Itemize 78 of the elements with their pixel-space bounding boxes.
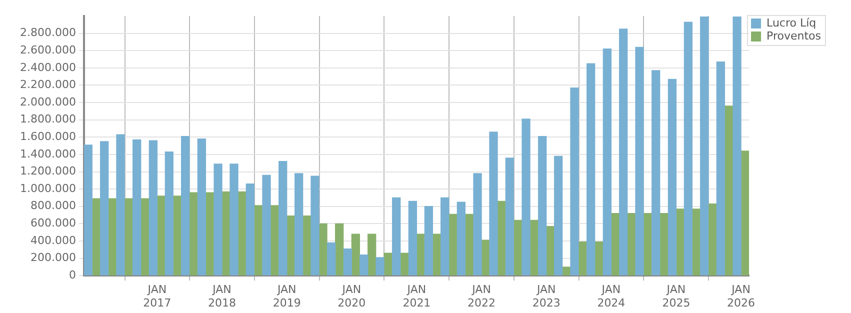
y-tick-label: 2.400.000 — [20, 60, 76, 74]
bar — [351, 234, 360, 276]
bar — [392, 197, 401, 276]
bar — [619, 28, 628, 276]
legend-label: Lucro Líq — [766, 16, 816, 30]
x-tick-label: JAN 2019 — [272, 283, 301, 310]
bar — [652, 70, 660, 276]
x-tick-label: JAN 2018 — [208, 283, 236, 310]
bar — [473, 173, 482, 276]
bar — [740, 150, 750, 276]
bar — [197, 138, 206, 276]
bar — [440, 197, 450, 276]
bar — [602, 48, 612, 276]
y-tick-label: 0 — [69, 268, 76, 282]
bar — [278, 161, 288, 276]
bar — [594, 242, 604, 276]
bar — [586, 63, 596, 276]
y-tick-label: 400.000 — [30, 234, 76, 247]
bar — [376, 257, 384, 276]
bar — [335, 223, 344, 276]
bar — [230, 164, 238, 276]
bar — [424, 206, 434, 276]
bar — [522, 118, 530, 276]
bar — [327, 242, 336, 276]
bar — [214, 164, 222, 276]
x-tick-label: JAN 2025 — [662, 283, 690, 310]
bar — [660, 212, 668, 276]
bar — [310, 176, 320, 276]
x-tick-label: JAN 2024 — [597, 283, 626, 310]
x-tick-label: JAN 2020 — [338, 283, 366, 310]
bar — [732, 16, 742, 276]
bar — [132, 139, 142, 276]
x-tick-label: JAN 2026 — [727, 283, 756, 310]
bar — [708, 203, 717, 276]
y-tick-label: 1.600.000 — [20, 130, 76, 144]
bar — [408, 200, 418, 276]
bar — [164, 152, 174, 276]
bar — [181, 136, 190, 276]
bar — [684, 22, 693, 276]
bar — [100, 141, 109, 276]
bar — [368, 234, 376, 276]
bar — [343, 248, 352, 276]
bar — [570, 87, 579, 276]
y-tick-label: 2.200.000 — [20, 78, 76, 92]
bar — [538, 136, 547, 276]
y-tick-label: 1.200.000 — [20, 164, 76, 178]
bar — [360, 254, 368, 276]
y-tick-label: 600.000 — [30, 216, 76, 230]
bar — [668, 78, 677, 276]
bar — [400, 252, 409, 276]
bar — [262, 174, 271, 276]
bar — [116, 134, 125, 276]
y-tick-label: 800.000 — [30, 199, 76, 212]
x-tick-label: JAN 2017 — [143, 283, 172, 310]
y-tick-label: 1.400.000 — [20, 147, 76, 160]
x-tick-label: JAN 2023 — [532, 283, 560, 310]
bar — [448, 214, 458, 276]
x-tick-label: JAN 2022 — [468, 283, 496, 310]
bar — [294, 173, 304, 276]
y-tick-label: 2.600.000 — [20, 43, 76, 56]
bar — [140, 198, 150, 276]
x-tick-label: JAN 2021 — [402, 283, 431, 310]
bar — [505, 158, 514, 276]
bar — [456, 202, 466, 276]
legend-label: Proventos — [766, 29, 822, 42]
bar — [554, 156, 563, 276]
y-tick-label: 1.800.000 — [20, 112, 76, 126]
bar — [489, 132, 498, 276]
bar — [84, 144, 92, 276]
y-tick-label: 2.800.000 — [20, 26, 76, 40]
bar — [716, 62, 726, 276]
bar — [635, 46, 644, 276]
y-tick-label: 1.000.000 — [20, 182, 76, 195]
bar — [246, 184, 254, 276]
y-tick-label: 200.000 — [30, 251, 76, 264]
bar — [148, 140, 158, 276]
bar — [189, 192, 198, 276]
y-tick-label: 2.000.000 — [20, 95, 76, 108]
